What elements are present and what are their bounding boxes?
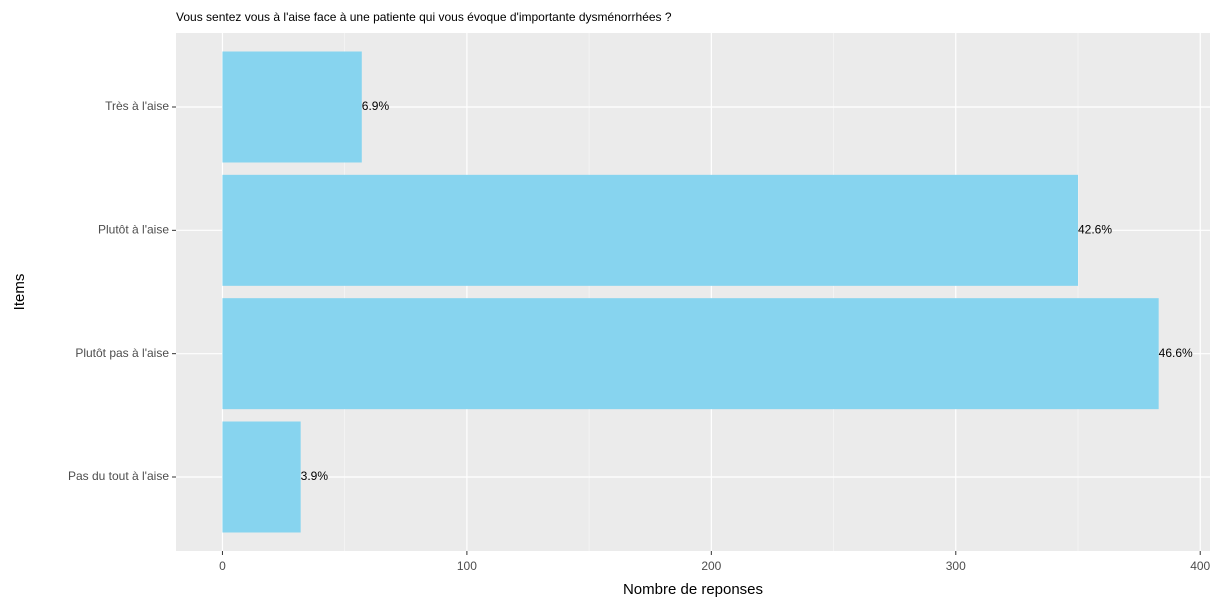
y-tick-label: Plutôt à l'aise xyxy=(98,223,169,237)
bar-label: 46.6% xyxy=(1159,346,1193,360)
x-axis-title: Nombre de reponses xyxy=(623,581,763,598)
bar-label: 6.9% xyxy=(362,99,390,113)
bar xyxy=(222,421,301,533)
y-axis-title: Items xyxy=(11,274,28,311)
bar-label: 42.6% xyxy=(1078,223,1112,237)
x-tick-label: 300 xyxy=(946,559,966,573)
x-tick-label: 100 xyxy=(457,559,477,573)
bar xyxy=(222,298,1159,410)
y-tick-label: Très à l'aise xyxy=(105,99,169,113)
x-tick-label: 400 xyxy=(1190,559,1210,573)
y-tick-label: Pas du tout à l'aise xyxy=(68,469,169,483)
y-tick-label: Plutôt pas à l'aise xyxy=(75,346,169,360)
bar xyxy=(222,174,1078,286)
bar-label: 3.9% xyxy=(301,469,329,483)
chart-title: Vous sentez vous à l'aise face à une pat… xyxy=(176,10,672,24)
x-tick-label: 0 xyxy=(219,559,226,573)
x-tick-label: 200 xyxy=(701,559,721,573)
bar xyxy=(222,51,362,163)
